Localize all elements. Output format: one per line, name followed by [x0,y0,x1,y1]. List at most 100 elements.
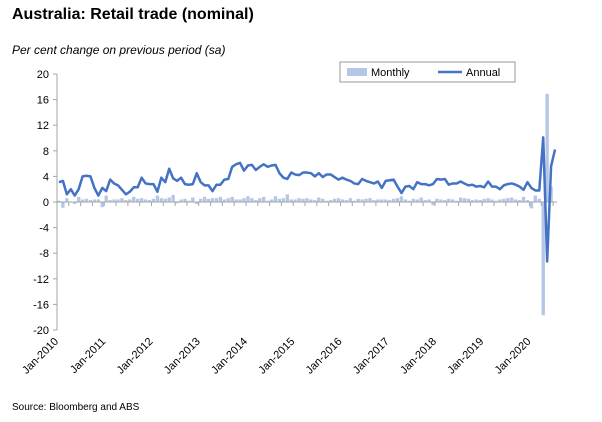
monthly-bar [454,200,459,202]
monthly-bar [478,200,482,202]
monthly-bar [139,198,144,202]
monthly-bar [415,199,419,202]
monthly-bar [399,196,404,202]
monthly-bar [344,200,349,202]
monthly-bar [281,198,286,202]
monthly-bar [230,196,234,202]
monthly-bar [183,198,187,202]
monthly-bar [285,194,289,202]
x-tick-label: Jan-2011 [68,336,108,376]
monthly-bar [364,198,368,202]
monthly-bar [541,202,545,316]
monthly-bar [328,200,333,202]
y-tick-label: 16 [37,95,49,107]
monthly-bar [305,198,309,202]
monthly-bar [191,197,195,202]
y-tick-label: 0 [43,197,49,209]
legend: Monthly Annual [339,61,516,83]
legend-swatch-monthly [347,68,367,76]
y-axis: -20 -16 -12 -8 -4 0 4 8 12 16 20 [33,69,58,337]
monthly-bar [356,198,360,202]
monthly-bar [423,200,427,202]
monthly-bar [163,198,167,202]
monthly-bar [269,199,274,202]
monthly-bar [116,199,120,202]
x-tick-label: Jan-2010 [20,336,61,377]
monthly-bar [179,199,183,202]
x-tick-label: Jan-2019 [445,336,486,377]
monthly-bar [214,198,219,202]
monthly-bar [474,199,478,202]
monthly-bar [309,199,313,202]
monthly-bar [403,199,408,202]
monthly-bar [462,198,467,202]
monthly-bar [301,198,305,202]
monthly-bar [273,196,278,202]
monthly-bar [388,200,392,202]
monthly-bar [84,198,89,202]
monthly-bar [202,196,207,202]
monthly-bar [238,199,242,202]
monthly-bar [242,198,246,202]
monthly-bar [498,199,502,202]
monthly-bar [147,200,152,202]
x-axis: Jan-2010 Jan-2011 Jan-2012 Jan-2013 Jan-2014… [20,201,557,377]
monthly-bar [206,198,211,202]
monthly-bar [435,198,439,202]
monthly-bar [336,198,341,202]
y-tick-label: 4 [43,171,49,183]
monthly-bar [76,196,81,202]
monthly-bar [88,200,93,202]
monthly-bar [510,197,514,202]
monthly-bar [372,200,376,202]
monthly-bars [57,93,553,316]
monthly-bar [490,199,494,202]
y-tick-label: -20 [33,325,49,337]
monthly-bar [517,200,522,202]
monthly-bar [289,199,293,202]
monthly-bar [124,200,128,202]
monthly-bar [395,198,400,202]
monthly-bar [427,199,431,202]
y-tick-label: 12 [37,120,49,132]
monthly-bar [360,199,364,202]
y-tick-label: 8 [43,146,49,158]
monthly-bar [525,200,530,202]
monthly-bar [431,202,435,206]
monthly-bar [234,199,238,202]
monthly-bar [254,200,258,202]
monthly-bar [407,200,412,202]
monthly-bar [521,196,526,202]
x-tick-label: Jan-2016 [304,336,345,377]
monthly-bar [321,198,325,202]
monthly-bar [325,200,329,202]
monthly-bar [277,198,282,202]
monthly-bar [447,198,451,202]
monthly-bar [167,197,171,202]
monthly-bar [494,200,498,202]
monthly-bar [482,198,486,202]
legend-label-monthly: Monthly [371,67,410,79]
monthly-bar [175,202,179,204]
monthly-bar [470,200,475,202]
page-title: Australia: Retail trade (nominal) [12,6,254,23]
monthly-bar [159,198,164,202]
legend-box [339,61,516,83]
monthly-bar [466,198,471,202]
monthly-bar [380,199,384,202]
monthly-bar [340,199,345,202]
monthly-bar [120,198,124,202]
source-note: Source: Bloomberg and ABS [12,402,140,413]
monthly-bar [258,198,262,202]
monthly-bar [411,198,415,202]
monthly-bar [112,199,116,202]
legend-label-annual: Annual [466,67,500,79]
monthly-bar [529,202,534,209]
monthly-bar [265,200,270,202]
monthly-bar [96,199,101,202]
monthly-bar [332,198,337,202]
monthly-bar [151,198,156,202]
monthly-bar [376,199,380,202]
monthly-bar [218,196,223,202]
